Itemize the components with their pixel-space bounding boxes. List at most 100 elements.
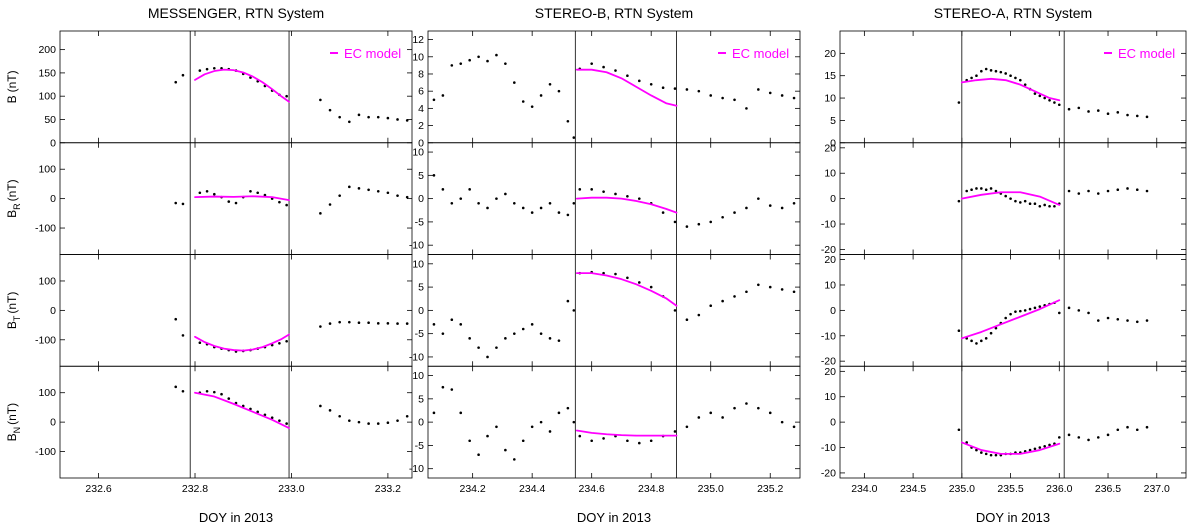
obs-point <box>181 334 185 337</box>
obs-point <box>348 419 351 422</box>
panel-1: -10 -5 0 5 10 <box>409 142 801 255</box>
obs-point <box>504 448 507 452</box>
obs-point <box>1116 317 1120 321</box>
obs-point <box>1087 311 1090 315</box>
obs-point <box>459 62 463 65</box>
obs-point <box>557 211 561 214</box>
obs-point <box>1067 433 1071 437</box>
obs-point <box>590 62 593 65</box>
obs-point <box>1038 305 1042 308</box>
obs-point <box>386 322 390 325</box>
obs-point <box>1116 111 1120 114</box>
obs-point <box>745 107 748 110</box>
ec-model-curve <box>960 299 1061 340</box>
obs-point <box>965 441 969 444</box>
ec-model-curve <box>960 77 1061 102</box>
obs-point <box>1019 78 1022 82</box>
y-label-subscript: N <box>12 427 22 434</box>
obs-point <box>1023 83 1027 86</box>
obs-point <box>1009 74 1012 77</box>
obs-point <box>975 342 978 345</box>
obs-point <box>768 91 772 95</box>
obs-point <box>1145 425 1149 429</box>
x-tick-label: 234.4 <box>519 483 545 495</box>
obs-point <box>673 87 677 90</box>
obs-point <box>602 437 605 440</box>
x-axis-label: DOY in 2013 <box>976 510 1050 525</box>
panel-2: -10 -5 0 5 10 <box>409 254 801 367</box>
panel-3: -10 -5 0 5 10 <box>409 365 801 479</box>
y-tick-label: -100 <box>35 334 56 346</box>
obs-point <box>548 337 552 340</box>
y-tick-label: 0 <box>50 193 56 205</box>
obs-point <box>319 404 322 408</box>
x-tick-label: 234.6 <box>579 483 605 495</box>
obs-point <box>548 430 552 433</box>
obs-point <box>637 441 641 445</box>
y-tick-label: 100 <box>38 387 56 399</box>
obs-point <box>1043 444 1046 448</box>
y-tick-label: 0 <box>418 305 424 317</box>
obs-point <box>432 98 436 102</box>
y-label-symbol: B <box>5 321 19 329</box>
obs-point <box>578 188 582 191</box>
obs-point <box>1048 443 1051 447</box>
obs-point <box>1067 306 1071 310</box>
y-tick-label: 0 <box>50 137 56 149</box>
obs-point <box>495 53 498 57</box>
obs-point <box>768 204 772 207</box>
obs-point <box>980 69 983 73</box>
obs-point <box>1087 438 1090 442</box>
obs-point <box>396 194 399 197</box>
obs-point <box>757 88 760 91</box>
obs-point <box>566 299 570 303</box>
obs-point <box>504 62 507 65</box>
obs-point <box>174 80 178 84</box>
obs-point <box>994 189 998 193</box>
obs-point <box>376 115 380 119</box>
obs-point <box>780 420 784 424</box>
obs-point <box>1077 106 1081 110</box>
obs-point <box>1057 103 1061 107</box>
obs-point <box>249 407 252 411</box>
y-label-symbol: B <box>5 433 19 441</box>
obs-point <box>697 222 701 226</box>
chart-0: MESSENGER, RTN System 0 50 100 150 200 B (nT) EC… <box>5 5 413 525</box>
y-tick-label: 10 <box>824 391 836 403</box>
obs-point <box>521 439 525 443</box>
y-tick-label: 0 <box>830 193 836 205</box>
obs-point <box>1028 307 1032 311</box>
obs-point <box>432 323 436 326</box>
obs-point <box>227 200 231 203</box>
obs-point <box>1096 192 1100 195</box>
obs-point <box>733 406 736 410</box>
y-tick-label: -10 <box>409 463 424 475</box>
obs-point <box>477 453 480 457</box>
obs-point <box>319 212 322 215</box>
obs-point <box>213 66 216 70</box>
y-axis-label: BR (nT) <box>5 179 22 218</box>
obs-point <box>220 392 223 396</box>
obs-point <box>198 69 202 72</box>
obs-point <box>685 425 689 429</box>
y-tick-label: 0 <box>418 137 424 149</box>
obs-point <box>733 98 736 102</box>
x-tick-label: 232.6 <box>85 483 111 495</box>
ec-model-curve <box>575 68 678 107</box>
obs-point <box>513 201 516 205</box>
obs-point <box>745 206 748 210</box>
obs-point <box>685 225 689 228</box>
panel-2: -100 0 100 BT(nT) <box>5 254 413 367</box>
obs-point <box>673 220 677 224</box>
obs-point <box>614 69 617 72</box>
obs-point <box>994 69 998 73</box>
y-tick-label: 0 <box>50 417 56 429</box>
obs-point <box>1009 197 1012 200</box>
obs-point <box>328 409 332 412</box>
obs-point <box>513 458 516 461</box>
obs-point <box>965 189 969 193</box>
y-label-symbol: B <box>5 210 19 218</box>
obs-point <box>1023 309 1027 312</box>
y-tick-label: 20 <box>824 48 836 60</box>
y-tick-label: 20 <box>824 254 836 266</box>
